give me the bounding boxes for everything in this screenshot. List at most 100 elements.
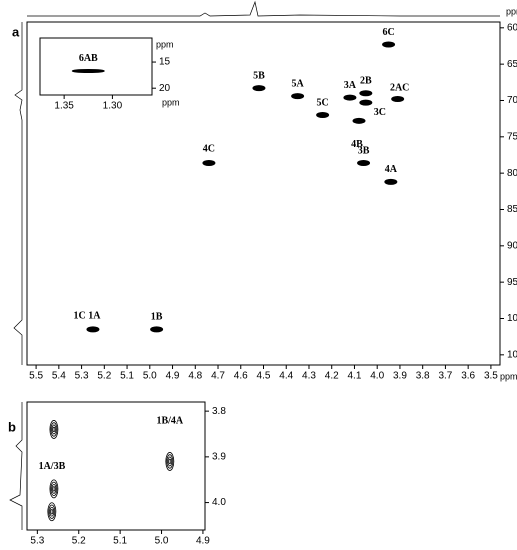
- x-tick-label: 1.35: [54, 101, 74, 112]
- x-tick-label: 5.2: [72, 536, 86, 547]
- contour-ring: [52, 426, 56, 433]
- x-tick-label: 5.1: [120, 371, 134, 382]
- x-tick-label: 4.8: [188, 371, 202, 382]
- contour-ring: [51, 424, 57, 435]
- x-tick-label: 5.4: [52, 371, 66, 382]
- y-tick-label: 70: [507, 95, 517, 106]
- x-tick-label: 5.2: [97, 371, 111, 382]
- peak: [382, 41, 396, 48]
- peak-label: 3C: [374, 107, 386, 118]
- y-tick-label: 90: [507, 240, 517, 251]
- x-tick-label: 4.9: [196, 536, 210, 547]
- peak-label: 2AC: [390, 82, 409, 93]
- peak-label: 1B/4A: [156, 416, 183, 427]
- peak: [359, 90, 373, 97]
- y-tick-label: 3.9: [212, 451, 226, 462]
- contour-ring: [52, 486, 56, 492]
- x-tick-label: 4.7: [211, 371, 225, 382]
- peak-label: 4A: [385, 164, 398, 175]
- y-tick-label: 95: [507, 277, 517, 288]
- panel-label: a: [12, 24, 20, 39]
- peak-label: 1B: [151, 312, 163, 323]
- y-tick-label: 105: [507, 349, 517, 360]
- peak-label: 5A: [291, 78, 304, 89]
- x-tick-label: 4.1: [348, 371, 362, 382]
- peak: [202, 159, 216, 166]
- peak: [150, 326, 164, 333]
- peak: [252, 85, 266, 92]
- plot-frame: [39, 37, 153, 96]
- y-tick-label: 65: [507, 59, 517, 70]
- peak-label: 5B: [253, 70, 265, 81]
- contour-ring: [166, 454, 174, 469]
- peak-label: 1A/3B: [39, 461, 66, 472]
- contour-ring: [50, 481, 58, 497]
- y-tick-label: 20: [159, 83, 171, 94]
- x-tick-label: 3.6: [461, 371, 475, 382]
- panel-label: b: [8, 419, 16, 434]
- x-tick-label: 5.5: [29, 371, 43, 382]
- x-tick-label: 1.30: [103, 101, 123, 112]
- contour-ring: [50, 509, 54, 515]
- peak: [357, 159, 371, 166]
- x-tick-label: 3.8: [416, 371, 430, 382]
- y-tick-label: 80: [507, 168, 517, 179]
- peak: [49, 420, 59, 439]
- y-tick-label: 15: [159, 57, 171, 68]
- x-tick-label: 5.0: [143, 371, 157, 382]
- peak: [165, 452, 175, 471]
- x-tick-label: 4.9: [166, 371, 180, 382]
- x-tick-label: 3.9: [393, 371, 407, 382]
- peak: [359, 99, 373, 106]
- y-tick-label: 100: [507, 313, 517, 324]
- x-tick-label: 5.3: [75, 371, 89, 382]
- y-tick-label: 4.0: [212, 497, 226, 508]
- y-axis-label: ppm: [506, 6, 517, 16]
- x-tick-label: 4.2: [325, 371, 339, 382]
- y-tick-label: 3.8: [212, 406, 226, 417]
- contour-ring: [49, 506, 55, 517]
- x-tick-label: 5.0: [155, 536, 169, 547]
- peak: [343, 94, 357, 101]
- peak-label: 6C: [382, 27, 394, 38]
- x-tick-label: 4.5: [257, 371, 271, 382]
- left-projection-b: [9, 402, 23, 530]
- contour-ring: [168, 458, 172, 465]
- peak-label: 3B: [358, 145, 370, 156]
- peak: [384, 178, 398, 185]
- peak-label: 6AB: [79, 53, 98, 64]
- peak-label: 5C: [317, 97, 329, 108]
- y-axis-label: ppm: [156, 39, 174, 49]
- y-tick-label: 85: [507, 204, 517, 215]
- peak-label: 1C 1A: [73, 311, 101, 322]
- x-tick-label: 3.7: [438, 371, 452, 382]
- peak: [316, 112, 330, 119]
- contour-ring: [50, 422, 58, 437]
- peak: [49, 479, 59, 499]
- peak: [291, 93, 305, 100]
- x-tick-label: 4.6: [234, 371, 248, 382]
- contour-ring: [51, 483, 57, 494]
- x-tick-label: 5.1: [113, 536, 127, 547]
- x-tick-label: 4.0: [370, 371, 384, 382]
- x-axis-label: ppm: [500, 371, 517, 381]
- peak: [352, 117, 366, 124]
- peak-label: 4C: [203, 143, 215, 154]
- contour-ring: [48, 504, 56, 519]
- peak: [391, 96, 405, 103]
- x-axis-label: ppm: [162, 97, 180, 107]
- contour-ring: [167, 456, 173, 467]
- x-tick-label: 4.3: [302, 371, 316, 382]
- x-tick-label: 4.4: [279, 371, 293, 382]
- peak-label: 2B: [360, 76, 372, 87]
- peak: [71, 68, 105, 73]
- peak-label: 3A: [344, 80, 357, 91]
- peak: [86, 326, 100, 333]
- peak-label: 4B: [351, 139, 363, 150]
- top-projection: [27, 0, 500, 17]
- peak: [47, 502, 57, 522]
- plot-frame: [26, 401, 206, 531]
- y-tick-label: 60: [507, 22, 517, 33]
- left-projection: [13, 22, 23, 365]
